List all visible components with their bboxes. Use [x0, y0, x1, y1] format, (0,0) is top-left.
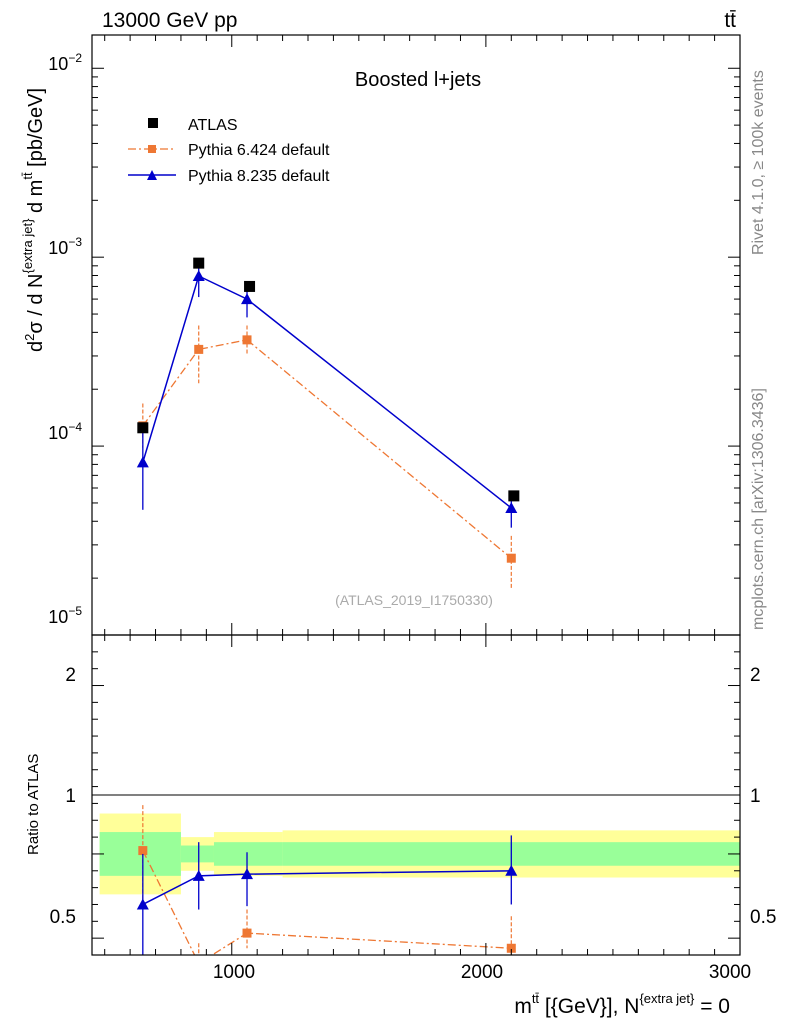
- pythia6-point: [194, 344, 204, 354]
- ytick-label-1e-4: 10−4: [48, 420, 82, 443]
- main-x-ticks: [104, 35, 741, 635]
- xtick-label-3000: 3000: [709, 962, 751, 983]
- ratio-ytick-1-right: 1: [750, 786, 761, 807]
- pythia8-ratio-point: [136, 898, 149, 910]
- pythia6-ratio-point: [138, 846, 148, 856]
- ratio-band-inner: [180, 845, 214, 863]
- atlas-point: [244, 280, 256, 292]
- pythia8-point: [192, 269, 205, 281]
- pythia6-point: [242, 335, 252, 345]
- ytick-label-1e-2: 10−2: [48, 51, 82, 74]
- pythia8-ratio-point: [192, 869, 205, 881]
- legend-pythia6-label: Pythia 6.424 default: [188, 142, 330, 159]
- pythia8-point: [505, 502, 518, 514]
- xtick-label-1000: 1000: [213, 962, 255, 983]
- ratio-ytick-05-right: 0.5: [750, 907, 776, 928]
- legend: ATLAS Pythia 6.424 default Pythia 8.235 …: [128, 117, 330, 185]
- process-label: tt̄: [724, 9, 736, 32]
- mcplots-label: mcplots.cern.ch [arXiv:1306.3436]: [750, 388, 767, 630]
- pythia6-ratio-point: [194, 959, 203, 968]
- main-plot-panel: Boosted l+jets (ATLAS_2019_I1750330) 10−…: [20, 34, 741, 636]
- ratio-x-ticks: [104, 635, 741, 955]
- legend-entry-pythia8: Pythia 8.235 default: [128, 168, 330, 185]
- legend-atlas-marker: [148, 118, 158, 128]
- ratio-ytick-2-left: 2: [65, 665, 76, 686]
- legend-entry-pythia6: Pythia 6.424 default: [128, 142, 330, 159]
- ratio-ytick-1-left: 1: [65, 786, 76, 807]
- ratio-bands: [99, 813, 740, 895]
- pythia6-ratio-point: [506, 943, 516, 953]
- xtick-label-2000: 2000: [461, 962, 503, 983]
- xlabel: mtt̄ [{GeV}], N{extra jet} = 0: [514, 991, 730, 1018]
- pythia8-ratio-line: [142, 870, 512, 906]
- main-ylabel: d2σ / d N{extra jet} d mtt̄ [pb/GeV]: [20, 88, 47, 352]
- ratio-ylabel: Ratio to ATLAS: [25, 754, 42, 855]
- atlas-point: [193, 257, 205, 269]
- main-y-ticks: [92, 67, 740, 636]
- legend-entry-atlas: ATLAS: [148, 117, 238, 134]
- ratio-plot-frame: [91, 634, 741, 956]
- ratio-ytick-05-left: 0.5: [50, 907, 76, 928]
- pythia6-ratio-line: [142, 850, 512, 955]
- ratio-series: [136, 805, 518, 968]
- legend-pythia8-label: Pythia 8.235 default: [188, 168, 330, 185]
- legend-atlas-label: ATLAS: [188, 117, 238, 134]
- analysis-id: (ATLAS_2019_I1750330): [335, 592, 493, 608]
- energy-label: 13000 GeV pp: [102, 9, 237, 32]
- ratio-plot-panel: 2 1 0.5 2 1 0.5 Ratio to ATLAS 1000 2000…: [25, 634, 776, 1018]
- legend-pythia8-marker: [147, 170, 157, 180]
- ytick-label-1e-3: 10−3: [48, 235, 82, 258]
- pythia8-point: [136, 456, 149, 468]
- ytick-label-1e-5: 10−5: [48, 604, 82, 627]
- pythia8-line: [142, 274, 512, 509]
- pythia6-ratio-point: [242, 928, 252, 938]
- atlas-point: [137, 422, 149, 434]
- pythia8-ratio-point: [505, 864, 518, 876]
- ratio-y-ticks: [92, 634, 740, 956]
- pythia8-point: [241, 293, 254, 305]
- pythia6-line: [142, 339, 512, 559]
- main-series: [136, 257, 520, 590]
- legend-pythia6-marker: [148, 145, 156, 153]
- ratio-band-inner: [213, 842, 283, 866]
- pythia6-point: [506, 553, 516, 563]
- atlas-point: [508, 490, 520, 502]
- ratio-ytick-2-right: 2: [750, 665, 761, 686]
- pythia8-ratio-point: [241, 868, 254, 880]
- rivet-label: Rivet 4.1.0, ≥ 100k events: [750, 70, 767, 255]
- plot-title: Boosted l+jets: [355, 69, 481, 91]
